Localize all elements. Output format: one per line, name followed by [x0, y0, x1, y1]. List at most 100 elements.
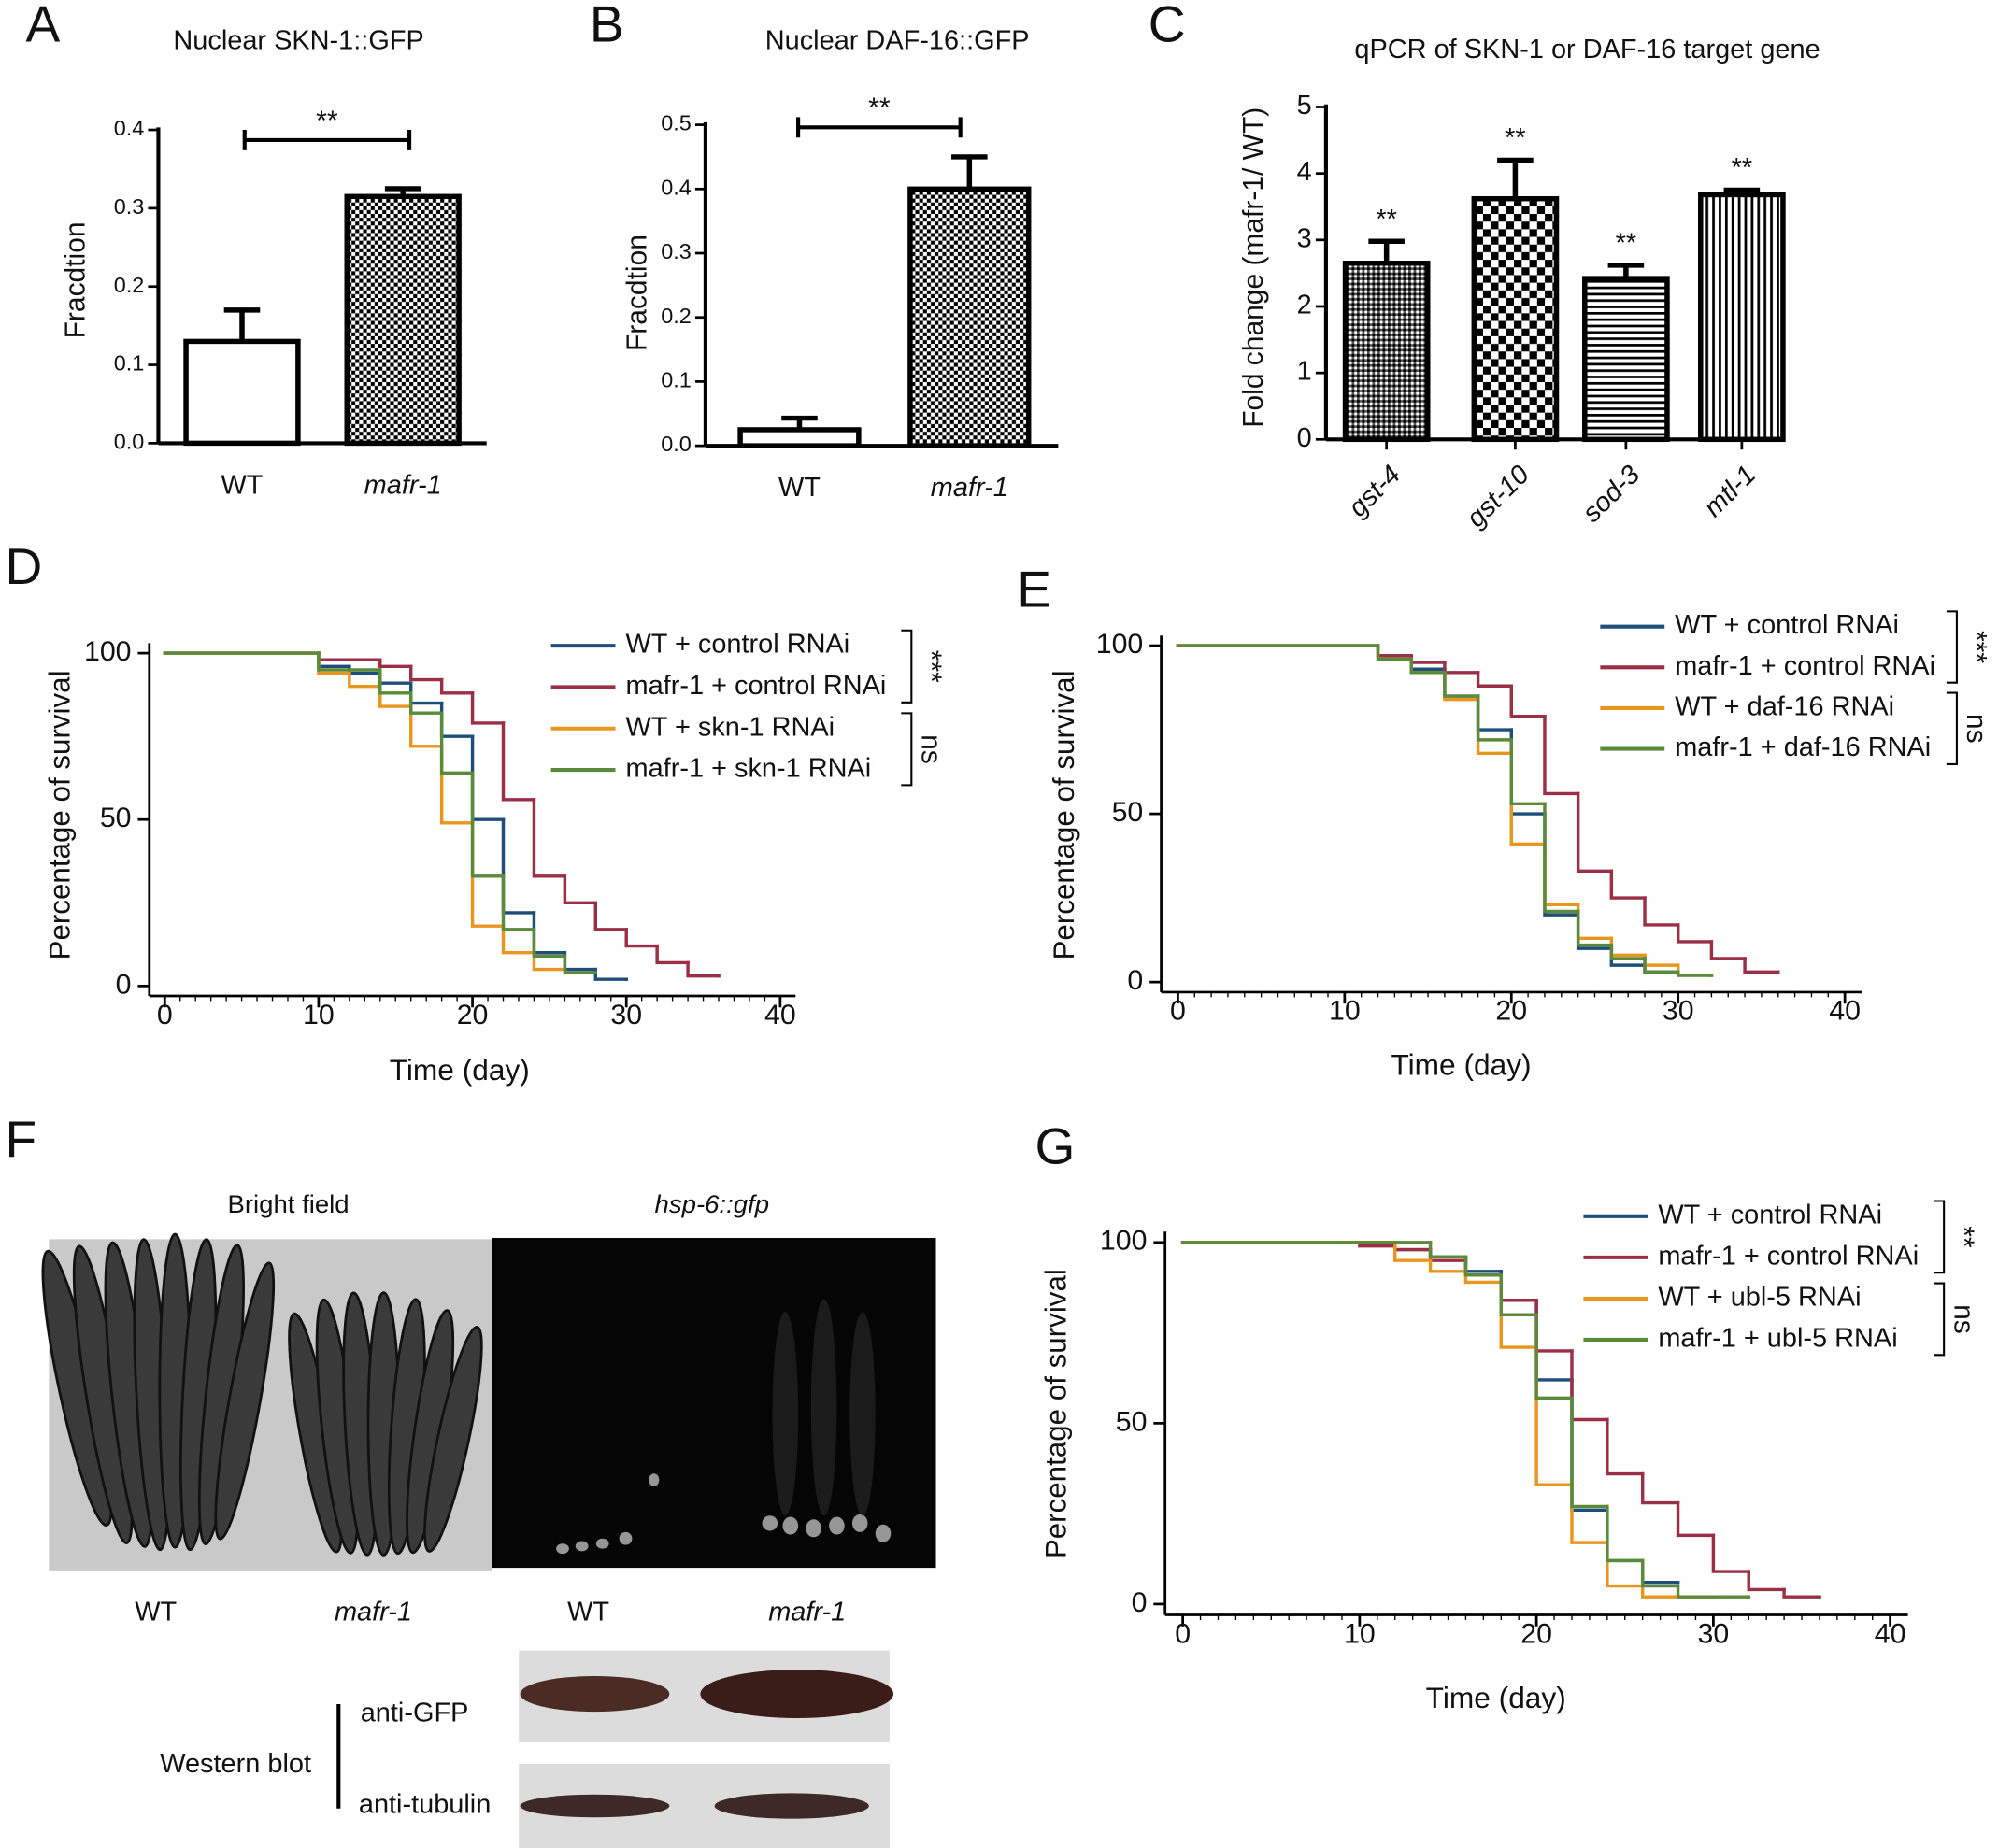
- y-axis-label: Fold change (mafr-1/ WT): [1238, 107, 1269, 428]
- x-tick-label: gst-4: [1343, 460, 1406, 522]
- survival-step: [1676, 970, 1714, 977]
- y-tick-label: 5: [1297, 91, 1312, 121]
- survival-step: [1476, 694, 1513, 732]
- y-tick-label: 0.2: [661, 304, 692, 328]
- survival-step: [1443, 661, 1480, 675]
- survival-step: [1428, 1241, 1468, 1259]
- image-label: mafr-1: [335, 1598, 412, 1628]
- survival-step: [1463, 1270, 1504, 1285]
- legend-label: WT + control RNAi: [626, 630, 850, 660]
- survival-step: [1609, 943, 1647, 960]
- significance: **: [1505, 123, 1526, 153]
- y-tick-label: 0.0: [114, 430, 145, 454]
- survival-step: [1428, 1258, 1468, 1273]
- survival-step: [563, 874, 598, 904]
- bar: [907, 186, 1032, 448]
- x-tick-label: WT: [221, 470, 264, 500]
- y-tick-label: 50: [100, 803, 132, 833]
- survival-step: [1640, 1558, 1680, 1585]
- x-tick-label: 40: [1829, 996, 1861, 1027]
- x-tick-label: 40: [764, 1000, 796, 1031]
- blot-band: [520, 1675, 670, 1713]
- y-tick-label: 50: [1112, 797, 1144, 828]
- significance: **: [1616, 229, 1637, 259]
- survival-step: [1534, 1313, 1574, 1400]
- survival-step: [563, 951, 598, 972]
- y-tick-label: 3: [1297, 224, 1312, 254]
- y-tick-label: 0.1: [661, 368, 692, 392]
- survival-step: [439, 711, 475, 775]
- legend-label: mafr-1 + daf-16 RNAi: [1675, 732, 1931, 762]
- survival-step: [1409, 657, 1447, 675]
- survival-step: [1543, 812, 1580, 917]
- survival-step: [439, 701, 475, 738]
- survival-step: [1499, 1270, 1538, 1302]
- x-tick-label: 30: [1698, 1618, 1730, 1649]
- y-tick-label: 0: [1127, 965, 1143, 996]
- significance-bracket: [1934, 1200, 1946, 1274]
- survival-step: [1643, 957, 1680, 974]
- chart-title: Nuclear SKN-1::GFP: [173, 26, 423, 56]
- legend-label: mafr-1 + skn-1 RNAi: [626, 754, 872, 784]
- survival-step: [532, 798, 567, 878]
- survival-step: [1393, 1241, 1433, 1262]
- panel-letter: D: [6, 537, 43, 595]
- survival-step: [1570, 1378, 1609, 1512]
- x-tick-label: mafr-1: [931, 473, 1008, 503]
- x-tick-label: 20: [1520, 1618, 1552, 1649]
- x-tick-label: 20: [1495, 996, 1527, 1027]
- x-axis-label: Time (day): [1391, 1048, 1531, 1082]
- micrographs: [41, 1232, 936, 1848]
- survival-step: [470, 691, 506, 725]
- significance-bracket: [901, 712, 913, 787]
- y-tick-label: 100: [84, 636, 132, 667]
- survival-step: [1782, 1587, 1821, 1599]
- survival-step: [1606, 1541, 1645, 1588]
- x-tick-label: mafr-1: [364, 470, 442, 500]
- survival-step: [1509, 751, 1547, 846]
- survival-step: [1676, 1584, 1750, 1599]
- blot-title: Western blot: [160, 1749, 311, 1779]
- survival-step: [408, 704, 444, 748]
- blot-band: [700, 1670, 894, 1718]
- significance: **: [1948, 1226, 1978, 1248]
- y-axis-label: Fracdtion: [61, 221, 92, 338]
- survival-step: [501, 817, 536, 915]
- survival-step: [532, 928, 567, 958]
- survival-step: [470, 734, 506, 821]
- survival-step: [439, 677, 475, 695]
- significance: **: [1732, 153, 1753, 183]
- y-tick-label: 0.3: [114, 194, 145, 219]
- y-tick-label: 50: [1116, 1406, 1148, 1437]
- survival-step: [1576, 903, 1614, 941]
- legend-label: WT + daf-16 RNAi: [1675, 692, 1894, 722]
- survival-step: [1463, 1255, 1504, 1277]
- survival-step: [532, 911, 567, 955]
- y-tick-label: 4: [1297, 157, 1312, 187]
- significance: **: [316, 106, 338, 136]
- panel-letter: B: [590, 0, 624, 52]
- survival-step: [1609, 936, 1647, 958]
- survival-step: [501, 874, 536, 931]
- y-tick-label: 0: [116, 969, 132, 1000]
- survival-step: [1476, 697, 1513, 755]
- blot-row-label: anti-tubulin: [359, 1790, 491, 1820]
- legend-label: mafr-1 + control RNAi: [1658, 1242, 1919, 1272]
- survival-step: [1509, 738, 1547, 805]
- survival-step: [1499, 1272, 1538, 1316]
- significance-bracket: [796, 117, 963, 138]
- x-tick-label: 0: [157, 1000, 173, 1031]
- survival-step: [1711, 1533, 1750, 1573]
- survival-step: [532, 951, 567, 972]
- bar: [1342, 261, 1431, 443]
- survival-step: [593, 967, 628, 981]
- survival-step: [1476, 694, 1513, 742]
- survival-step: [1743, 957, 1780, 974]
- x-tick-label: sod-3: [1577, 460, 1646, 528]
- panel-letter: G: [1035, 1117, 1076, 1175]
- x-tick-label: 40: [1875, 1618, 1906, 1649]
- blot-band: [520, 1794, 670, 1818]
- survival-step: [1640, 1558, 1680, 1588]
- x-tick-label: 0: [1170, 996, 1186, 1027]
